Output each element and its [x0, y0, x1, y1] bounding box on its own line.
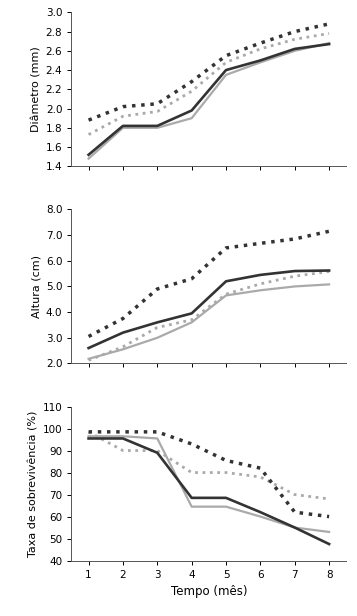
Y-axis label: Diâmetro (mm): Diâmetro (mm): [31, 46, 41, 132]
X-axis label: Tempo (mês): Tempo (mês): [171, 585, 247, 598]
Y-axis label: Altura (cm): Altura (cm): [32, 255, 42, 318]
Y-axis label: Taxa de sobrevivência (%): Taxa de sobrevivência (%): [29, 410, 39, 557]
